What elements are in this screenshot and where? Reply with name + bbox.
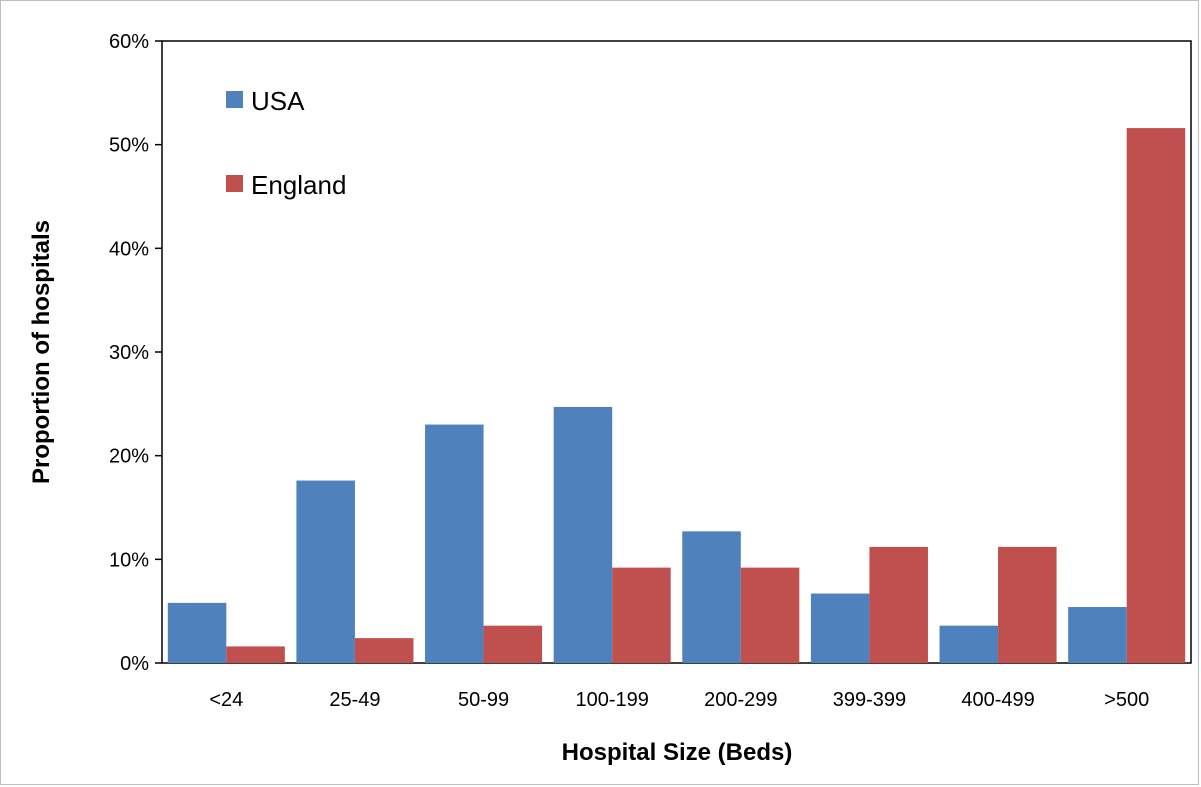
- y-axis-title: Proportion of hospitals: [28, 220, 55, 484]
- bar-usa: [939, 625, 999, 663]
- bar-england: [998, 546, 1057, 663]
- bar-england: [869, 546, 928, 663]
- x-axis: <24 25-49 50-99 100-199 200-299 399-399 400-49…: [209, 689, 1149, 711]
- x-tick-label: 200-299: [704, 689, 777, 711]
- legend-swatch-usa: [226, 91, 243, 108]
- legend-label-england: England: [251, 170, 346, 200]
- y-tick-label: 10%: [109, 549, 149, 571]
- bar-usa: [810, 593, 870, 663]
- y-tick-label: 50%: [109, 135, 149, 157]
- bar-usa: [682, 531, 741, 663]
- y-tick-label: 0%: [120, 653, 149, 675]
- bar-england: [483, 625, 543, 663]
- bar-england: [226, 646, 285, 663]
- y-axis: 0% 10% 20% 30% 40% 50% 60%: [109, 31, 162, 675]
- x-tick-label: 400-499: [961, 689, 1034, 711]
- y-tick-label: 30%: [109, 342, 149, 364]
- bar-england: [612, 567, 671, 663]
- legend-label-usa: USA: [251, 86, 305, 116]
- x-tick-label: 399-399: [833, 689, 906, 711]
- bar-england: [354, 638, 414, 663]
- bar-usa: [1068, 607, 1127, 663]
- bar-usa: [425, 424, 484, 663]
- bar-england: [740, 567, 800, 663]
- x-tick-label: 100-199: [575, 689, 648, 711]
- bar-usa: [167, 602, 227, 663]
- y-tick-label: 20%: [109, 446, 149, 468]
- x-tick-label: >500: [1104, 689, 1149, 711]
- x-tick-label: <24: [209, 689, 243, 711]
- legend-swatch-england: [226, 175, 243, 192]
- bars: [167, 128, 1186, 663]
- legend: USA England: [226, 86, 346, 200]
- y-tick-label: 60%: [109, 31, 149, 53]
- x-axis-title: Hospital Size (Beds): [562, 739, 793, 766]
- bar-usa: [296, 480, 355, 663]
- y-tick-label: 40%: [109, 238, 149, 260]
- x-tick-label: 50-99: [458, 689, 509, 711]
- bar-england: [1126, 128, 1186, 663]
- x-tick-label: 25-49: [329, 689, 380, 711]
- bar-usa: [553, 406, 613, 663]
